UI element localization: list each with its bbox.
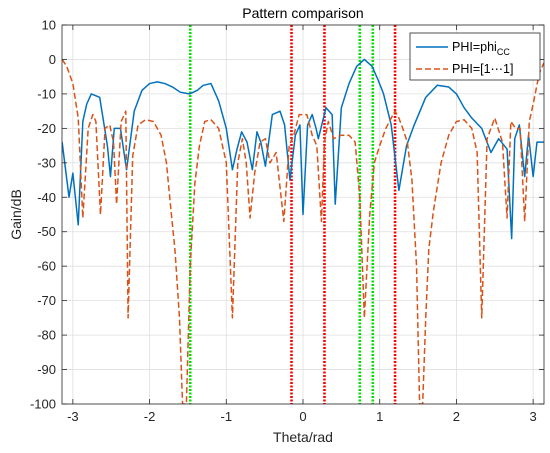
y-tick-label: -30 [37, 155, 56, 170]
y-tick-label: 0 [49, 52, 56, 67]
x-tick-label: -1 [221, 409, 233, 424]
y-tick-label: -10 [37, 86, 56, 101]
x-tick-label: -2 [144, 409, 156, 424]
x-tick-label: 1 [376, 409, 383, 424]
legend-label-subscript: CC [497, 47, 510, 57]
x-tick-label: 0 [299, 409, 306, 424]
y-tick-label: -60 [37, 259, 56, 274]
legend-entry-series-1: PHI=phiCC [452, 40, 510, 57]
y-tick-label: -90 [37, 362, 56, 377]
x-tick-label: 3 [530, 409, 537, 424]
chart-title: Pattern comparison [242, 5, 363, 21]
y-tick-label: -80 [37, 328, 56, 343]
x-axis-label: Theta/rad [273, 429, 333, 445]
axis-ticks: -3 -2 -1 0 1 2 3100-10-20-30-40-50-60-70-80-90… [30, 18, 544, 424]
y-tick-label: -100 [30, 397, 56, 412]
y-tick-label: -50 [37, 224, 56, 239]
series-line-1 [62, 58, 544, 240]
legend: PHI=phiCC PHI=[1⋯1] [409, 32, 541, 81]
y-axis-label: Gain/dB [8, 189, 24, 240]
y-tick-label: -40 [37, 190, 56, 205]
x-tick-label: 2 [453, 409, 460, 424]
series-line-2 [62, 59, 544, 404]
y-tick-label: -70 [37, 293, 56, 308]
series-lines [62, 58, 544, 404]
legend-entry-series-2: PHI=[1⋯1] [452, 62, 514, 76]
legend-label-series-1: PHI=phi [452, 40, 497, 54]
legend-box [409, 32, 541, 81]
y-tick-label: 10 [42, 18, 56, 33]
y-tick-label: -20 [37, 121, 56, 136]
x-tick-label: -3 [67, 409, 79, 424]
